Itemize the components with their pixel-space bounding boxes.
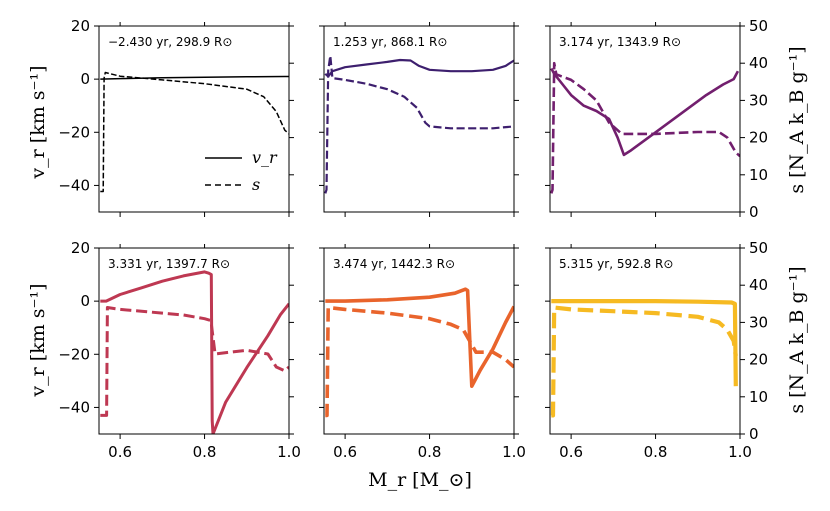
- panel-6-entropy-line: [550, 305, 738, 418]
- y-right-tick-label: 30: [749, 91, 768, 109]
- y-right-tick-label: 40: [749, 54, 768, 72]
- x-tick-label: 0.8: [644, 443, 668, 461]
- panels-layer: −2.430 yr, 298.9 R⊙ 1.253 yr, 868.1 R⊙ 3.1…: [100, 35, 740, 434]
- panel-6: 5.315 yr, 592.8 R⊙: [550, 257, 738, 418]
- panel-5-velocity-line: [325, 287, 514, 388]
- y-right-tick-label: 20: [749, 129, 768, 147]
- y-right-tick-label: 30: [749, 313, 768, 331]
- y-left-tick-label: −40: [58, 176, 90, 194]
- y-axis-label-right-top: s [N_A k_B g⁻¹]: [786, 46, 808, 193]
- panel-1-entropy-line: [100, 71, 289, 193]
- panel-2-frame: [323, 25, 515, 213]
- x-tick-label: 0.8: [193, 443, 217, 461]
- x-tick-label: 0.6: [559, 443, 583, 461]
- panel-2-annotation: 1.253 yr, 868.1 R⊙: [333, 35, 447, 49]
- panel-5-annotation: 3.474 yr, 1442.3 R⊙: [333, 257, 455, 271]
- panel-2: 1.253 yr, 868.1 R⊙: [324, 35, 514, 194]
- y-left-tick-label: 0: [80, 292, 90, 310]
- y-right-tick-label: 0: [749, 203, 759, 221]
- axes-layer: 20 0 −20 −40 50 40 30 20 10 0 0.6 0.8 1.0 20 0 −20 −40 0.…: [58, 17, 768, 461]
- panel-4-entropy-line: [100, 306, 289, 417]
- panel-3-annotation: 3.174 yr, 1343.9 R⊙: [559, 35, 681, 49]
- x-tick-label: 1.0: [502, 443, 526, 461]
- panel-3-frame: [549, 25, 741, 213]
- x-tick-label: 0.6: [108, 443, 132, 461]
- panel-4-annotation: 3.331 yr, 1397.7 R⊙: [108, 257, 230, 271]
- panel-6-frame: [549, 247, 741, 435]
- x-tick-label: 0.6: [333, 443, 357, 461]
- y-right-tick-label: 50: [749, 17, 768, 35]
- y-right-tick-label: 50: [749, 239, 768, 257]
- panel-4-velocity-line: [100, 270, 289, 434]
- y-left-tick-label: −40: [58, 398, 90, 416]
- panel-5-frame: [323, 247, 515, 435]
- panel-5: 3.474 yr, 1442.3 R⊙: [325, 257, 514, 418]
- legend: v_r s: [205, 148, 278, 194]
- panel-1-annotation: −2.430 yr, 298.9 R⊙: [108, 35, 232, 49]
- panel-2-velocity-line: [324, 58, 514, 78]
- panel-1-frame: [98, 25, 290, 213]
- panel-4-frame: [98, 247, 290, 435]
- y-right-tick-label: 10: [749, 166, 768, 184]
- y-left-tick-label: 0: [80, 70, 90, 88]
- legend-label-vr: v_r: [252, 148, 278, 167]
- y-axis-label-right-bottom: s [N_A k_B g⁻¹]: [786, 266, 808, 413]
- x-tick-label: 0.8: [418, 443, 442, 461]
- y-right-tick-label: 0: [749, 425, 759, 443]
- y-left-tick-label: 20: [71, 239, 90, 257]
- x-tick-label: 1.0: [728, 443, 752, 461]
- y-left-tick-label: −20: [58, 123, 90, 141]
- panel-2-entropy-line: [324, 54, 514, 194]
- y-left-tick-label: −20: [58, 345, 90, 363]
- panel-3-velocity-line: [550, 67, 740, 157]
- y-right-tick-label: 20: [749, 351, 768, 369]
- panel-1-velocity-line: [100, 75, 289, 80]
- panel-6-velocity-line: [551, 299, 738, 387]
- y-right-tick-label: 10: [749, 388, 768, 406]
- panel-4: 3.331 yr, 1397.7 R⊙: [100, 257, 289, 434]
- legend-label-s: s: [252, 175, 260, 194]
- y-left-tick-label: 20: [71, 17, 90, 35]
- y-right-tick-label: 40: [749, 276, 768, 294]
- panel-3-entropy-line: [550, 61, 740, 194]
- y-axis-label-left-top: v_r [km s⁻¹]: [27, 65, 49, 179]
- panel-3: 3.174 yr, 1343.9 R⊙: [550, 35, 740, 194]
- panel-6-annotation: 5.315 yr, 592.8 R⊙: [559, 257, 673, 271]
- panel-1: −2.430 yr, 298.9 R⊙: [100, 35, 289, 193]
- y-axis-label-left-bottom: v_r [km s⁻¹]: [27, 283, 49, 397]
- x-tick-label: 1.0: [277, 443, 301, 461]
- x-axis-label: M_r [M_⊙]: [368, 469, 472, 491]
